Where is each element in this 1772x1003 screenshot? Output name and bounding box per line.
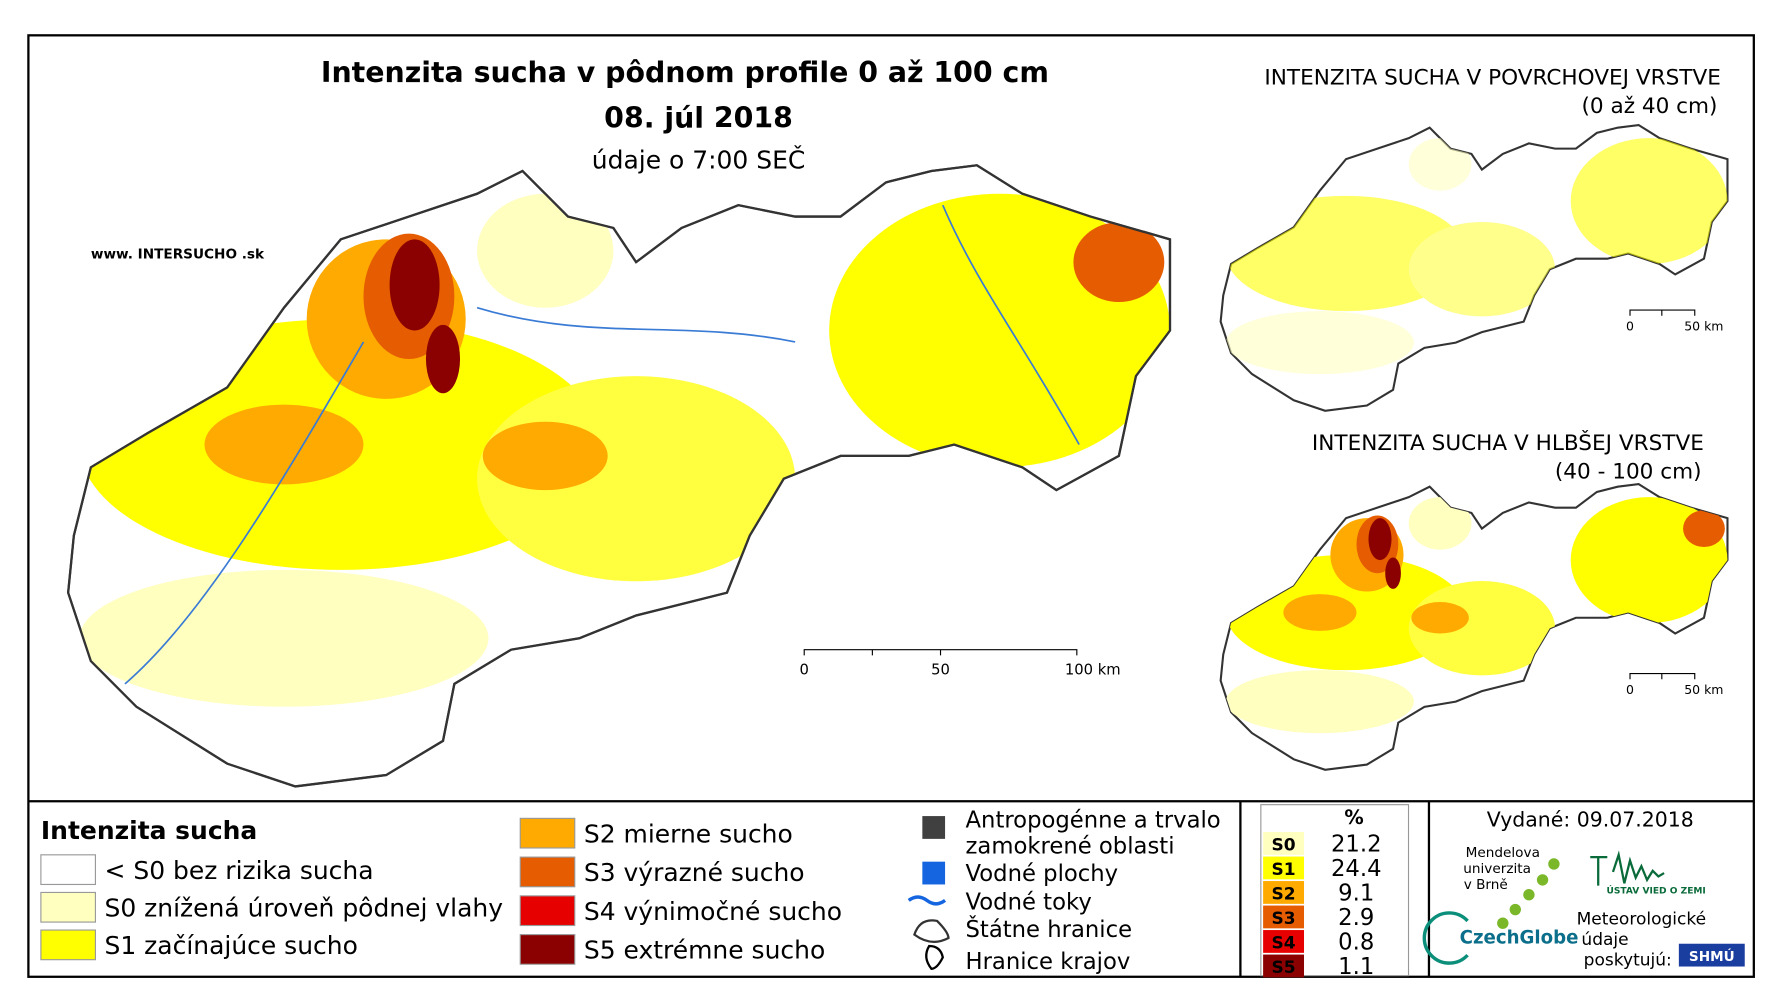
legend-swatch	[519, 895, 576, 927]
table-swatch	[1263, 856, 1305, 880]
symbol-border	[913, 919, 950, 943]
legend-swatch	[40, 891, 96, 923]
logo-text: údaje	[1581, 930, 1628, 950]
logo-text: Mendelova	[1466, 845, 1540, 861]
logo-text: univerzita	[1463, 861, 1531, 877]
logo-text: Meteorologické	[1577, 909, 1706, 929]
percent-table: % S0 21.2 S1 24.4 S2 9.1 S3 2.9 S4 0.8 S5 1.1	[1239, 801, 1431, 980]
logo-shmu-bg	[1678, 943, 1745, 967]
issued: Vydané: 09.07.2018	[1487, 807, 1694, 831]
symbol-river	[907, 895, 947, 906]
title: Intenzita sucha v pôdnom profile 0 až 10…	[321, 56, 1049, 89]
table-swatch	[1263, 881, 1305, 904]
footer: Vydané: 09.07.2018 Mendelova univerzita …	[1422, 807, 1745, 970]
legend-label: < S0 bez rizika sucha	[105, 856, 374, 885]
symbol-label: Vodné plochy	[966, 861, 1119, 887]
logo-text: v Brně	[1464, 877, 1508, 893]
table-value: 24.4	[1331, 856, 1382, 882]
table-swatch	[1263, 905, 1305, 929]
table-class: S0	[1272, 835, 1296, 855]
symbol-water	[922, 861, 946, 885]
symbol-urban	[922, 816, 946, 839]
table-value: 0.8	[1338, 929, 1374, 955]
table-value: 9.1	[1338, 880, 1374, 906]
legend-swatch	[519, 934, 576, 965]
table-frame	[1260, 804, 1410, 977]
table-value: 21.2	[1331, 831, 1382, 857]
logo-text: poskytujú:	[1584, 950, 1672, 970]
table-class: S3	[1272, 909, 1296, 929]
scale-label: 0	[1626, 319, 1634, 334]
symbol-legend: Antropogénne a trvalo zamokrené oblasti …	[907, 807, 1221, 975]
inset-scale-bar: 0 50 km 0 50 km	[1626, 309, 1723, 697]
table-class: S5	[1272, 958, 1296, 978]
legend-label: S3 výrazné sucho	[584, 858, 805, 887]
legend-label: S2 mierne sucho	[584, 819, 793, 848]
legend-title: Intenzita sucha	[41, 816, 257, 845]
main-scale-bar: 0 50 100 km	[800, 649, 1121, 679]
legend-swatch	[519, 856, 576, 888]
rivers	[124, 204, 1080, 685]
logo-shmu: SHMÚ	[1689, 947, 1735, 965]
table-value: 1.1	[1338, 954, 1374, 980]
scale-label: 50 km	[1684, 319, 1723, 334]
logo-text: ÚSTAV VIED O ZEMI	[1606, 885, 1705, 897]
table-swatch	[1263, 930, 1305, 953]
legend-label: S1 začínajúce sucho	[105, 931, 358, 960]
legend-label: S4 výnimočné sucho	[584, 897, 842, 926]
scale-label: 0	[1626, 682, 1634, 697]
table-swatch	[1263, 832, 1305, 855]
inset-subtitle: (0 až 40 cm)	[1581, 94, 1717, 119]
scale-label: 50	[931, 662, 950, 679]
symbol-label: Štátne hranice	[966, 915, 1133, 943]
legend-swatch	[519, 817, 576, 849]
logo-dots	[1497, 858, 1560, 929]
scale-label: 50 km	[1684, 682, 1723, 697]
legend-swatch	[40, 929, 96, 961]
logo-czechglobe: CzechGlobe	[1460, 928, 1579, 949]
inset-title: INTENZITA SUCHA V POVRCHOVEJ VRSTVE	[1264, 65, 1720, 90]
legend-label: S0 znížená úroveň pôdnej vlahy	[105, 893, 504, 922]
logo-arc	[1422, 911, 1469, 965]
scale-label: 100 km	[1065, 662, 1121, 679]
symbol-region	[925, 944, 944, 970]
table-class: S1	[1272, 860, 1296, 880]
legend-swatch	[40, 854, 96, 886]
subtitle: údaje o 7:00 SEČ	[592, 145, 806, 175]
legend-label: S5 extrémne sucho	[584, 936, 825, 965]
logo-seismo	[1590, 850, 1665, 886]
table-header: %	[1344, 806, 1363, 829]
table-class: S2	[1272, 884, 1296, 904]
date: 08. júl 2018	[604, 102, 793, 135]
symbol-label: zamokrené oblasti	[966, 834, 1175, 860]
inset-title: INTENZITA SUCHA V HLBŠEJ VRSTVE	[1312, 430, 1704, 456]
main-map	[67, 164, 1172, 788]
table-class: S4	[1272, 933, 1296, 953]
symbol-label: Vodné toky	[966, 890, 1092, 916]
website: www. INTERSUCHO .sk	[91, 247, 265, 263]
scale-label: 0	[800, 662, 809, 679]
symbol-label: Antropogénne a trvalo	[966, 807, 1221, 833]
symbol-label: Hranice krajov	[966, 949, 1131, 975]
legend: < S0 bez rizika sucha S0 znížená úroveň p…	[40, 817, 842, 965]
inset-subtitle: (40 - 100 cm)	[1555, 460, 1702, 485]
table-value: 2.9	[1338, 905, 1374, 931]
table-swatch	[1263, 954, 1305, 978]
